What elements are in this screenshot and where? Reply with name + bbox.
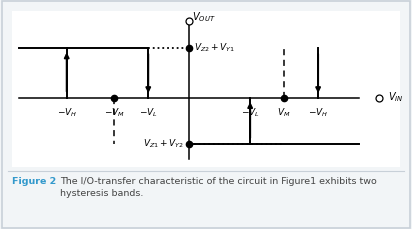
Text: $V_{OUT}$: $V_{OUT}$ (192, 10, 216, 24)
Text: $V_M$: $V_M$ (277, 107, 291, 119)
Text: $-V_M$: $-V_M$ (104, 107, 125, 119)
Text: $-V_L$: $-V_L$ (139, 107, 158, 119)
Text: The I/O-transfer characteristic of the circuit in Figure1 exhibits two
hysteresi: The I/O-transfer characteristic of the c… (60, 177, 377, 198)
Text: $-V_H$: $-V_H$ (308, 107, 328, 119)
Text: Figure 2: Figure 2 (12, 177, 56, 186)
Text: $V_{Z1}+V_{Y2}$: $V_{Z1}+V_{Y2}$ (143, 138, 184, 150)
Text: $-V_H$: $-V_H$ (56, 107, 77, 119)
Text: $V_{IN}$: $V_{IN}$ (388, 91, 403, 104)
Text: $-V_L$: $-V_L$ (241, 107, 260, 119)
Text: $V_{Z2}+V_{Y1}$: $V_{Z2}+V_{Y1}$ (194, 42, 235, 54)
